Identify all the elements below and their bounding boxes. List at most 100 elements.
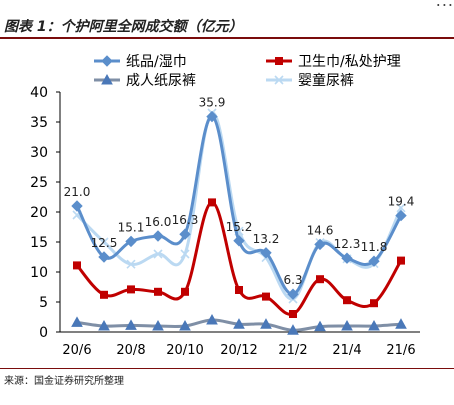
- series-point: [154, 287, 162, 296]
- series-point: [314, 320, 326, 332]
- series-point: [98, 251, 110, 263]
- figure-title: 图表 1：个护阿里全网成交额（亿元）: [4, 19, 243, 35]
- series-1: [71, 110, 407, 300]
- series-point: [206, 313, 218, 325]
- legend-label: 纸品/湿巾: [126, 54, 187, 70]
- legend-item: 卫生巾/私处护理: [266, 54, 401, 70]
- series-point: [397, 256, 405, 265]
- cropped-footer-fragment: ...: [0, 396, 454, 405]
- x-tick-label: 21/6: [386, 343, 415, 358]
- series-point: [395, 318, 407, 329]
- data-label: 21.0: [64, 185, 91, 199]
- series-point: [125, 235, 137, 248]
- cropped-header-fragment: ...: [0, 0, 454, 14]
- legend-label: 卫生巾/私处护理: [298, 54, 401, 70]
- series-point: [153, 249, 163, 259]
- series-point: [179, 319, 191, 331]
- legend-swatch-marker: [101, 73, 113, 85]
- data-label: 13.2: [253, 232, 280, 246]
- series-point: [370, 299, 378, 308]
- x-tick-label: 21/4: [332, 343, 361, 358]
- chart-data-labels: 21.012.515.1 16.0 16.335.915.213.26.314.61…: [64, 96, 415, 288]
- data-label: 6.3: [283, 273, 302, 287]
- series-point: [152, 319, 164, 331]
- series-point: [126, 259, 136, 269]
- series-line: [75, 115, 403, 296]
- series-point: [368, 319, 380, 331]
- legend-swatch-marker: [275, 57, 283, 65]
- data-label: 35.9: [199, 96, 226, 110]
- series-point: [260, 247, 272, 259]
- legend-label: 婴童尿裤: [298, 72, 354, 89]
- source-note: 来源：国金证券研究所整理: [4, 376, 124, 387]
- series-point: [396, 203, 406, 213]
- series-point: [208, 198, 216, 207]
- data-label: 16.0: [145, 215, 172, 229]
- series-3: [71, 313, 407, 335]
- series-point-b: [180, 249, 190, 259]
- series-2: [73, 198, 405, 318]
- series-point: [179, 228, 191, 240]
- series-point: [181, 287, 189, 296]
- y-tick-label: 5: [39, 295, 48, 311]
- series-line: [75, 111, 403, 301]
- series-point: [73, 261, 81, 270]
- series-point: [395, 209, 407, 222]
- series-point: [233, 235, 245, 247]
- series-point: [233, 318, 245, 329]
- series-point: [71, 200, 83, 212]
- data-label: 11.8: [361, 240, 388, 254]
- series-point: [289, 310, 297, 318]
- series-point: [206, 110, 218, 123]
- series-point: [71, 316, 83, 327]
- series-point: [100, 290, 108, 299]
- cropped-header-text: ...: [435, 0, 454, 10]
- series-point: [368, 255, 380, 267]
- series-point: [98, 319, 110, 331]
- legend-swatch-marker: [101, 55, 113, 67]
- series-point: [125, 319, 137, 330]
- y-tick-label: 40: [30, 85, 48, 101]
- series-4: [72, 108, 406, 304]
- x-tick-label: 20/6: [62, 343, 91, 358]
- series-point: [260, 318, 272, 329]
- legend-item: 纸品/湿巾: [94, 54, 187, 70]
- legend-swatch-marker-b: [274, 75, 284, 85]
- data-label: 14.6: [307, 223, 334, 237]
- series-point: [287, 288, 299, 300]
- chart-axes: 0 5 10 15 20 25 30 35 40 20/6 20/8 20/10 20/12 21/2 21…: [30, 85, 420, 358]
- y-tick-label: 35: [30, 115, 48, 131]
- series-point: [180, 249, 190, 259]
- y-tick-label: 30: [30, 145, 48, 161]
- data-label: 15.1: [118, 220, 145, 234]
- cropped-footer-text: ...: [436, 396, 454, 405]
- data-label: 15.2: [226, 220, 253, 234]
- series-point: [152, 230, 164, 242]
- figure-header: 图表 1：个护阿里全网成交额（亿元）: [0, 14, 454, 38]
- legend-item: 成人纸尿裤: [94, 73, 196, 89]
- legend-label: 成人纸尿裤: [126, 73, 196, 89]
- legend-item: 婴童尿裤: [266, 72, 354, 89]
- series-point: [235, 286, 243, 294]
- data-label: 16.3: [172, 213, 199, 227]
- series-point: [287, 324, 299, 335]
- series-point: [341, 252, 353, 264]
- x-tick-label: 21/2: [278, 343, 307, 358]
- series-point-b: [396, 203, 406, 213]
- header-rule: [0, 37, 454, 39]
- y-tick-label: 25: [30, 175, 48, 191]
- series-point: [343, 296, 351, 305]
- y-tick-label: 15: [30, 235, 48, 251]
- series-point-b: [153, 249, 163, 259]
- chart-series: [71, 108, 407, 335]
- source-rule: [0, 368, 454, 369]
- series-point: [127, 285, 135, 294]
- x-tick-label: 20/10: [166, 343, 203, 358]
- series-point: [316, 275, 324, 284]
- data-label: 12.3: [334, 237, 361, 251]
- series-point: [262, 292, 270, 301]
- y-tick-label: 0: [39, 325, 48, 341]
- series-point: [341, 319, 353, 331]
